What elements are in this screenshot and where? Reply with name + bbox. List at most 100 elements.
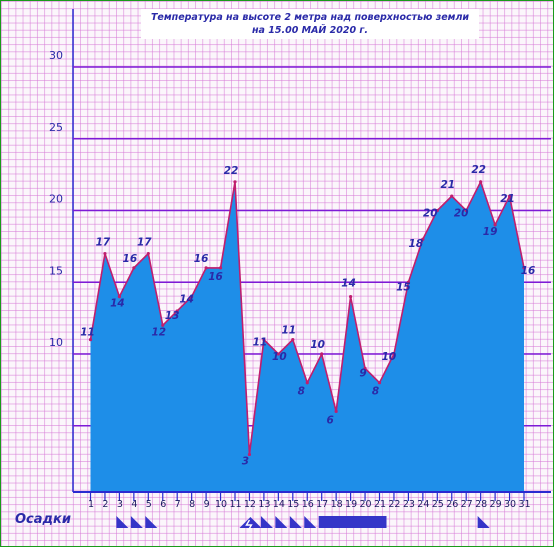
data-point — [276, 352, 280, 356]
data-point — [218, 266, 223, 270]
precipitation-label: Осадки — [15, 512, 71, 527]
x-tick-label: 15 — [287, 499, 299, 510]
x-tick-label: 11 — [229, 499, 241, 510]
data-point — [305, 381, 309, 385]
value-label: 16 — [123, 253, 138, 265]
precip-shower-icon — [116, 516, 129, 528]
y-tick-label: 15 — [49, 264, 63, 277]
value-label: 17 — [96, 237, 111, 249]
x-tick-label: 7 — [175, 499, 181, 510]
data-point — [291, 338, 295, 342]
value-label: 20 — [454, 208, 469, 220]
chart-title: Температура на высоте 2 метра над поверх… — [141, 9, 479, 39]
value-label: 16 — [208, 271, 223, 283]
value-label: 11 — [281, 325, 296, 337]
data-point — [132, 266, 136, 270]
data-point — [522, 266, 526, 270]
x-tick-label: 21 — [374, 499, 386, 510]
x-tick-label: 13 — [258, 499, 270, 510]
x-tick-label: 6 — [160, 499, 166, 510]
x-tick-label: 3 — [117, 499, 123, 510]
value-label: 21 — [500, 193, 515, 205]
data-point — [247, 452, 252, 457]
value-label: 14 — [341, 278, 356, 290]
x-tick-label: 27 — [461, 499, 473, 510]
data-point — [464, 208, 468, 213]
x-tick-label: 22 — [388, 499, 400, 510]
data-point — [493, 223, 497, 227]
x-tick-label: 24 — [417, 499, 429, 510]
y-tick-label: 30 — [49, 49, 63, 62]
data-point — [88, 338, 93, 342]
x-tick-label: 10 — [215, 499, 227, 510]
value-label: 12 — [151, 326, 166, 338]
precip-shower-icon — [130, 516, 143, 528]
data-point — [450, 194, 454, 198]
value-label: 15 — [396, 281, 411, 293]
x-tick-label: 9 — [204, 499, 210, 510]
value-label: 3 — [242, 455, 249, 467]
value-label: 19 — [483, 226, 498, 238]
value-label: 9 — [359, 367, 366, 379]
data-point — [435, 208, 439, 213]
x-tick-label: 30 — [504, 499, 516, 510]
precip-shower-icon — [260, 516, 273, 528]
data-point — [392, 352, 396, 356]
value-label: 14 — [179, 294, 194, 306]
data-point — [320, 352, 324, 356]
y-tick-label: 25 — [49, 121, 63, 134]
data-point — [204, 266, 208, 270]
value-label: 22 — [471, 164, 486, 176]
x-tick-label: 31 — [518, 499, 530, 510]
value-label: 14 — [110, 298, 125, 310]
x-tick-label: 23 — [403, 499, 415, 510]
data-point — [262, 338, 266, 342]
data-point — [479, 180, 483, 184]
precip-shower-icon — [304, 516, 317, 528]
x-tick-label: 20 — [360, 499, 372, 510]
x-tick-label: 8 — [189, 499, 195, 510]
data-point — [146, 251, 150, 256]
value-label: 20 — [423, 208, 438, 220]
x-tick-label: 18 — [331, 499, 343, 510]
precip-shower-icon — [145, 516, 158, 528]
value-label: 22 — [224, 165, 239, 177]
chart-title-line2: на 15.00 МАЙ 2020 г. — [251, 25, 369, 36]
value-label: 6 — [326, 414, 333, 426]
x-tick-label: 2 — [102, 499, 108, 510]
precip-shower-icon — [275, 516, 288, 528]
value-label: 8 — [372, 386, 379, 398]
value-label: 17 — [137, 237, 152, 249]
data-point — [334, 409, 338, 413]
x-tick-label: 26 — [446, 499, 458, 510]
data-point — [233, 180, 237, 184]
data-point — [175, 309, 179, 313]
value-label: 8 — [298, 386, 305, 398]
data-point — [507, 194, 512, 198]
value-label: 10 — [272, 351, 287, 363]
value-label: 10 — [382, 351, 397, 363]
x-tick-label: 14 — [273, 499, 285, 510]
value-label: 16 — [194, 253, 209, 265]
x-tick-label: 28 — [475, 499, 487, 510]
data-point — [103, 251, 107, 256]
x-tick-label: 4 — [131, 499, 137, 510]
value-label: 16 — [521, 265, 536, 277]
data-point — [406, 280, 410, 284]
lightning-icon — [245, 519, 253, 531]
value-label: 11 — [80, 327, 95, 339]
precip-shower-icon — [477, 516, 490, 528]
data-point — [117, 295, 121, 299]
value-label: 21 — [440, 179, 455, 191]
x-tick-label: 17 — [316, 499, 328, 510]
x-tick-label: 19 — [345, 499, 357, 510]
x-tick-label: 16 — [302, 499, 314, 510]
temperature-area — [90, 181, 524, 493]
value-label: 18 — [409, 238, 424, 250]
x-tick-label: 5 — [146, 499, 152, 510]
data-point — [377, 381, 382, 385]
x-tick-label: 25 — [432, 499, 444, 510]
value-label: 11 — [253, 337, 268, 349]
